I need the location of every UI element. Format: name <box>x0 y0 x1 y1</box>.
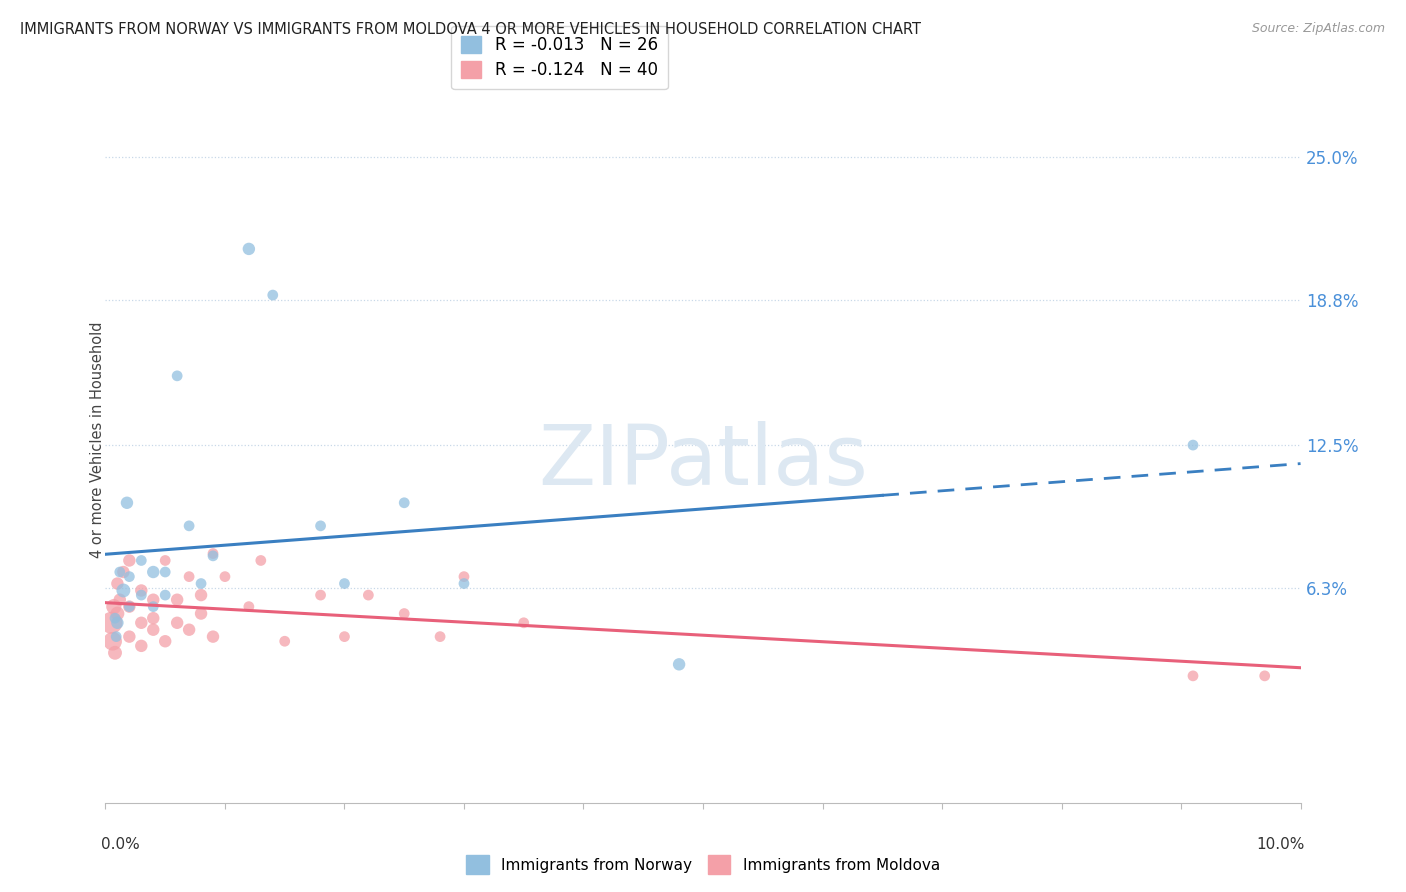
Point <box>104 646 127 660</box>
Point <box>250 553 273 567</box>
Point <box>202 549 225 563</box>
Point <box>108 592 131 607</box>
Point <box>394 607 416 621</box>
Legend: R = -0.013   N = 26, R = -0.124   N = 40: R = -0.013 N = 26, R = -0.124 N = 40 <box>451 26 668 89</box>
Point <box>142 599 165 614</box>
Point <box>107 607 129 621</box>
Point <box>262 288 284 302</box>
Point <box>142 592 165 607</box>
Point <box>112 565 135 579</box>
Point <box>453 569 475 583</box>
Text: IMMIGRANTS FROM NORWAY VS IMMIGRANTS FROM MOLDOVA 4 OR MORE VEHICLES IN HOUSEHOL: IMMIGRANTS FROM NORWAY VS IMMIGRANTS FRO… <box>20 22 921 37</box>
Point <box>333 576 356 591</box>
Point <box>273 634 295 648</box>
Point <box>309 588 332 602</box>
Point <box>129 639 153 653</box>
Point <box>118 569 141 583</box>
Point <box>166 615 188 630</box>
Point <box>112 583 135 598</box>
Point <box>1254 669 1277 683</box>
Text: 0.0%: 0.0% <box>101 837 141 852</box>
Point <box>118 599 141 614</box>
Point <box>190 588 212 602</box>
Point <box>177 519 201 533</box>
Text: ZIPatlas: ZIPatlas <box>538 421 868 501</box>
Point <box>129 553 153 567</box>
Point <box>118 630 141 644</box>
Point <box>177 623 201 637</box>
Point <box>513 615 536 630</box>
Point <box>202 630 225 644</box>
Point <box>155 553 177 567</box>
Point <box>105 630 128 644</box>
Point <box>155 565 177 579</box>
Point <box>155 634 177 648</box>
Point <box>357 588 380 602</box>
Point <box>142 565 165 579</box>
Point <box>129 588 153 602</box>
Point <box>177 569 201 583</box>
Point <box>309 519 332 533</box>
Text: Source: ZipAtlas.com: Source: ZipAtlas.com <box>1251 22 1385 36</box>
Point <box>107 576 129 591</box>
Point <box>103 599 125 614</box>
Point <box>118 599 141 614</box>
Point <box>100 615 122 630</box>
Point <box>668 657 690 672</box>
Point <box>190 607 212 621</box>
Point <box>1181 669 1204 683</box>
Point <box>453 576 475 591</box>
Point <box>107 615 129 630</box>
Point <box>166 592 188 607</box>
Legend: Immigrants from Norway, Immigrants from Moldova: Immigrants from Norway, Immigrants from … <box>460 849 946 880</box>
Point <box>101 634 124 648</box>
Point <box>394 496 416 510</box>
Point <box>129 583 153 598</box>
Point <box>190 576 212 591</box>
Point <box>214 569 236 583</box>
Point <box>166 368 188 383</box>
Point <box>202 547 225 561</box>
Point <box>155 588 177 602</box>
Point <box>142 611 165 625</box>
Point <box>429 630 451 644</box>
Point <box>238 242 260 256</box>
Point <box>129 615 153 630</box>
Point <box>118 553 141 567</box>
Point <box>104 611 127 625</box>
Point <box>238 599 260 614</box>
Point <box>142 623 165 637</box>
Point <box>1181 438 1204 452</box>
Point <box>333 630 356 644</box>
Point <box>108 565 131 579</box>
Text: 10.0%: 10.0% <box>1257 837 1305 852</box>
Y-axis label: 4 or more Vehicles in Household: 4 or more Vehicles in Household <box>90 321 104 558</box>
Point <box>115 496 138 510</box>
